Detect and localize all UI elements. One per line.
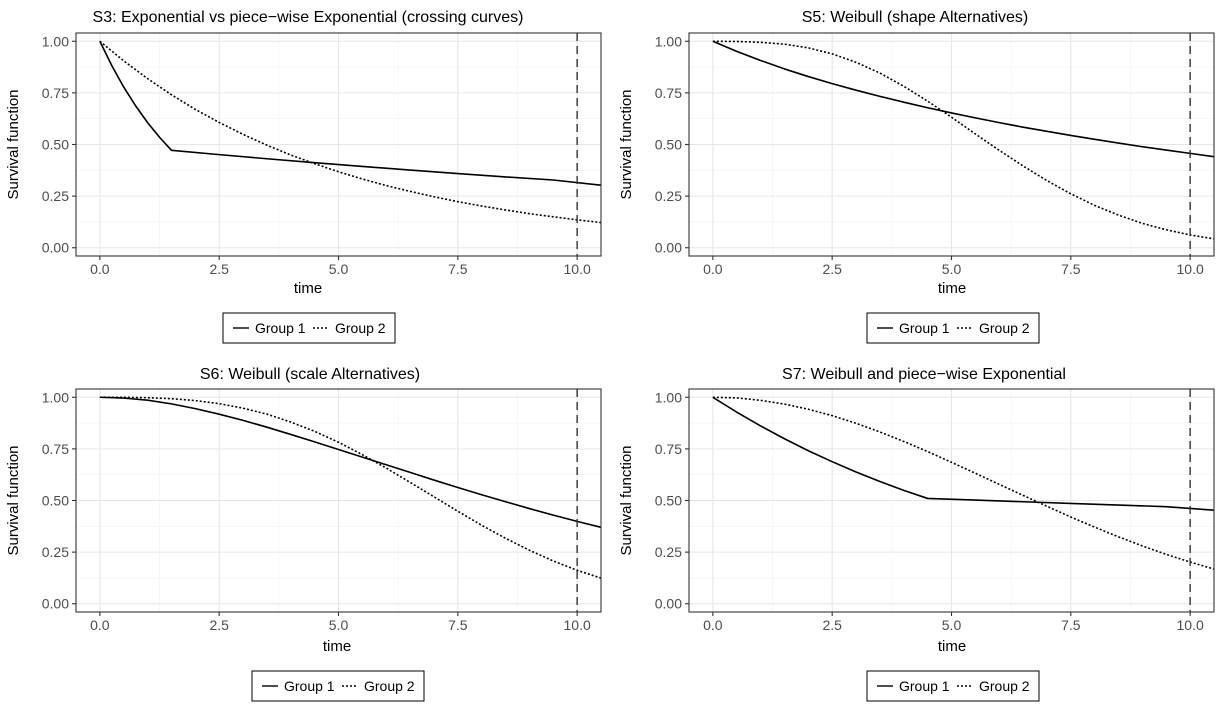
- x-tick-label: 2.5: [822, 261, 842, 277]
- x-tick-label: 0.0: [703, 617, 723, 633]
- x-tick-label: 2.5: [822, 617, 842, 633]
- legend: Group 1 Group 2: [866, 312, 1040, 344]
- y-tick-label: 0.00: [42, 240, 69, 256]
- y-tick-label: 0.75: [655, 85, 682, 101]
- series-line-group-1: [99, 396, 601, 529]
- y-tick-label: 0.25: [655, 188, 682, 204]
- chart-title: S3: Exponential vs piece−wise Exponentia…: [93, 9, 524, 26]
- legend-box: [251, 670, 425, 702]
- series-line-group-2: [712, 396, 1214, 570]
- x-axis-title: time: [294, 280, 322, 297]
- y-tick-label: 0.00: [655, 240, 682, 256]
- y-tick-label: 0.50: [42, 137, 69, 153]
- x-tick-label: 2.5: [209, 261, 229, 277]
- legend-box: [866, 312, 1040, 344]
- legend-label-group-1: Group 1: [255, 320, 306, 336]
- grid: [76, 33, 601, 256]
- chart-title: S6: Weibull (scale Alternatives): [200, 366, 420, 383]
- y-tick-label: 1.00: [42, 33, 69, 49]
- chart-title: S7: Weibull and piece−wise Exponential: [782, 366, 1066, 383]
- x-tick-label: 10.0: [564, 617, 591, 633]
- y-tick-label: 0.00: [655, 596, 682, 612]
- y-tick-label: 0.75: [655, 441, 682, 457]
- y-axis-title: Survival function: [618, 445, 635, 555]
- series-group: [99, 396, 601, 579]
- legend-label-group-1: Group 1: [899, 678, 950, 694]
- series-line-group-2: [99, 396, 601, 579]
- series-group: [99, 40, 601, 224]
- x-tick-label: 5.0: [329, 617, 349, 633]
- legend-label-group-1: Group 1: [284, 678, 335, 694]
- y-tick-label: 0.75: [42, 441, 69, 457]
- legend-label-group-2: Group 2: [335, 320, 386, 336]
- y-tick-label: 0.50: [655, 493, 682, 509]
- legend-label-group-1: Group 1: [899, 320, 950, 336]
- chart-panel-3: 0.0 2.5 5.0 7.5 10.0 0.00 0.25 0.50 0.75 1.00 S6: …: [5, 366, 602, 702]
- y-tick-label: 0.25: [42, 188, 69, 204]
- series-line-group-1: [712, 396, 1214, 511]
- chart-panel-1: 0.0 2.5 5.0 7.5 10.0 0.00 0.25 0.50 0.75 1.00 S3: …: [5, 9, 602, 344]
- x-tick-label: 5.0: [329, 261, 349, 277]
- series-group: [712, 40, 1214, 240]
- series-line-group-1: [712, 40, 1214, 158]
- legend-box: [222, 312, 396, 344]
- x-tick-label: 2.5: [209, 617, 229, 633]
- legend: Group 1 Group 2: [866, 670, 1040, 702]
- x-tick-label: 5.0: [942, 617, 962, 633]
- y-tick-label: 0.00: [42, 596, 69, 612]
- x-tick-label: 0.0: [90, 261, 110, 277]
- legend: Group 1 Group 2: [222, 312, 396, 344]
- y-tick-label: 1.00: [655, 33, 682, 49]
- x-tick-label: 0.0: [90, 617, 110, 633]
- x-tick-label: 0.0: [703, 261, 723, 277]
- y-tick-label: 0.50: [655, 137, 682, 153]
- y-tick-label: 1.00: [42, 389, 69, 405]
- legend-label-group-2: Group 2: [364, 678, 415, 694]
- grid: [689, 389, 1214, 612]
- legend-box: [866, 670, 1040, 702]
- y-axis-title: Survival function: [5, 89, 22, 199]
- series-group: [712, 396, 1214, 570]
- x-axis-title: time: [938, 638, 966, 655]
- legend: Group 1 Group 2: [251, 670, 425, 702]
- y-tick-label: 0.75: [42, 85, 69, 101]
- y-tick-label: 0.25: [42, 544, 69, 560]
- grid: [76, 389, 601, 612]
- x-tick-label: 7.5: [448, 617, 468, 633]
- series-line-group-2: [99, 40, 601, 224]
- chart-panel-2: 0.0 2.5 5.0 7.5 10.0 0.00 0.25 0.50 0.75 1.00 S5: …: [618, 9, 1215, 344]
- grid: [689, 33, 1214, 256]
- x-tick-label: 5.0: [942, 261, 962, 277]
- series-line-group-1: [99, 40, 601, 186]
- x-tick-label: 7.5: [1061, 617, 1081, 633]
- x-axis-title: time: [323, 638, 351, 655]
- x-tick-label: 10.0: [1177, 261, 1204, 277]
- y-axis-title: Survival function: [5, 445, 22, 555]
- y-tick-label: 1.00: [655, 389, 682, 405]
- legend-label-group-2: Group 2: [979, 678, 1030, 694]
- x-axis-title: time: [938, 280, 966, 297]
- y-tick-label: 0.25: [655, 544, 682, 560]
- chart-title: S5: Weibull (shape Alternatives): [802, 9, 1028, 26]
- x-tick-label: 7.5: [1061, 261, 1081, 277]
- y-axis-title: Survival function: [618, 89, 635, 199]
- y-tick-label: 0.50: [42, 493, 69, 509]
- x-tick-label: 7.5: [448, 261, 468, 277]
- chart-panel-4: 0.0 2.5 5.0 7.5 10.0 0.00 0.25 0.50 0.75 1.00 S7: …: [618, 366, 1215, 702]
- legend-label-group-2: Group 2: [979, 320, 1030, 336]
- x-tick-label: 10.0: [1177, 617, 1204, 633]
- x-tick-label: 10.0: [564, 261, 591, 277]
